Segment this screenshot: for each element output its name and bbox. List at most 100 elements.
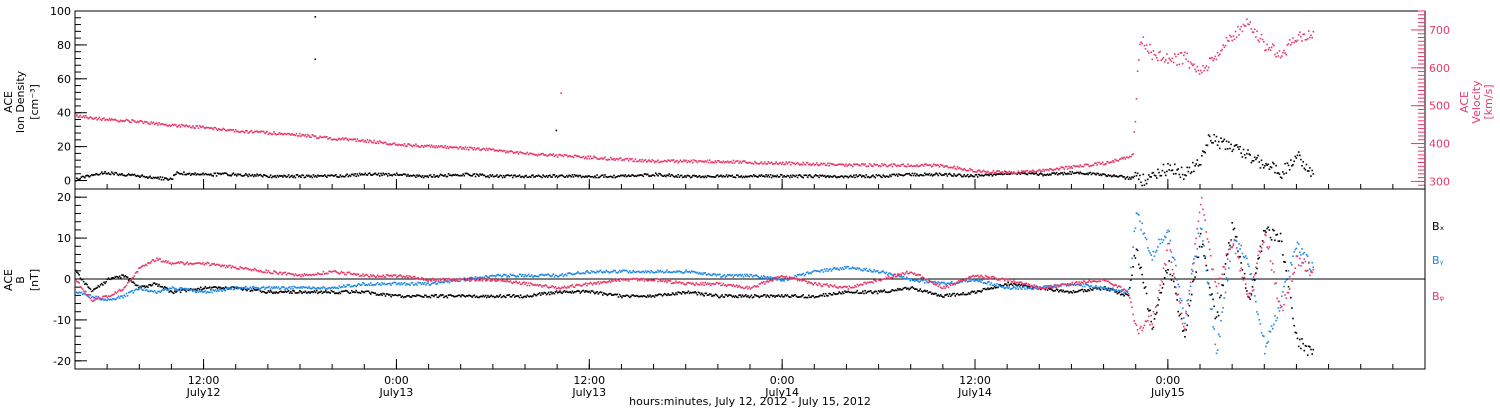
velocity-series-point [1272, 43, 1274, 45]
b-series-bx-point [267, 290, 270, 292]
density-series-point [731, 174, 734, 177]
b-series-by-point [1220, 319, 1222, 322]
velocity-series-point [1228, 40, 1230, 42]
b-series-by-point [390, 284, 392, 286]
b-series-by-point [776, 279, 779, 281]
velocity-series-point [901, 163, 904, 166]
b-series-bx-point [1019, 284, 1022, 287]
b-series-by-point [1185, 310, 1187, 313]
velocity-series-point [1119, 158, 1122, 160]
velocity-series-point [882, 164, 884, 167]
density-series-point [228, 174, 230, 177]
b-series-bz-point [358, 275, 361, 278]
velocity-series-point [1214, 55, 1217, 58]
b-series-bx-point [855, 291, 857, 294]
b-series-bx-point [562, 291, 565, 293]
b-series-by-point [908, 278, 910, 280]
velocity-series-point [581, 156, 584, 159]
velocity-series-point [1206, 69, 1209, 72]
velocity-series-point [1139, 43, 1141, 46]
b-series-by-point [674, 271, 676, 273]
b-series-by-point [421, 282, 424, 284]
b-series-by-point [75, 291, 77, 293]
b-series-bx-point [1277, 240, 1280, 242]
velocity-series-point [895, 165, 898, 168]
b-series-bx-point [803, 296, 806, 299]
b-series-by-point [1172, 257, 1175, 259]
density-series-point [113, 173, 115, 176]
density-series-point [564, 176, 567, 178]
b-series-by-point [197, 291, 200, 293]
b-series-by-point [466, 279, 469, 281]
velocity-series-point [1113, 161, 1115, 163]
b-series-bz-point [428, 278, 431, 281]
velocity-series-point [340, 138, 343, 140]
b-series-by-point [341, 286, 344, 288]
b-series-by-point [1240, 244, 1242, 247]
b-series-bx-point [1199, 232, 1202, 235]
b-series-bz-point [317, 272, 319, 274]
density-series-point [282, 176, 284, 178]
b-series-by-point [754, 274, 756, 277]
density-series-point [480, 174, 482, 176]
b-series-by-point [1194, 255, 1196, 258]
b-series-by-point [844, 265, 846, 268]
density-series-point [293, 175, 295, 177]
density-series-point [743, 176, 746, 179]
density-series-point [674, 176, 676, 178]
b-series-bx-point [395, 294, 398, 297]
b-series-by-point [572, 273, 575, 275]
velocity-series-point [1023, 170, 1025, 172]
b-series-by-point [1224, 291, 1227, 294]
b-series-by-point [1195, 255, 1197, 258]
density-series-point [900, 174, 902, 176]
velocity-series-point [1237, 25, 1239, 28]
density-series-point [770, 176, 773, 179]
velocity-series-point [680, 160, 683, 163]
b-series-bz-point [149, 262, 151, 265]
velocity-series-point [164, 124, 166, 126]
density-series-point [410, 175, 413, 177]
b-series-bz-point [167, 260, 169, 263]
b-series-by-point [1151, 259, 1154, 261]
b-series-by-point [713, 273, 716, 275]
velocity-series-point [1161, 58, 1164, 60]
density-series-point [1178, 173, 1181, 176]
b-series-by-point [912, 279, 915, 281]
velocity-series-point [1244, 25, 1247, 27]
b-series-bz-point [415, 277, 417, 280]
velocity-series-point [738, 162, 740, 164]
b-series-bx-point [1028, 285, 1031, 288]
density-series-point [460, 174, 462, 177]
b-series-bx-point [1295, 332, 1298, 334]
b-series-by-point [906, 276, 908, 279]
density-series-point [409, 174, 411, 177]
velocity-series-point [1123, 156, 1125, 159]
velocity-series-point [942, 164, 944, 167]
velocity-series-point [792, 162, 794, 164]
density-series-point [634, 175, 637, 177]
b-series-by-point [624, 269, 627, 272]
density-series-point [1082, 173, 1085, 175]
b-series-by-point [203, 290, 205, 293]
b-series-bx-point [1281, 240, 1283, 243]
b-series-bz-point [514, 281, 516, 284]
b-series-by-point [1042, 286, 1044, 289]
density-series-point [1031, 172, 1033, 175]
density-series-point [790, 174, 792, 177]
b-series-by-point [221, 290, 223, 292]
b-series-bz-point [496, 280, 498, 282]
velocity-series-point [1089, 165, 1092, 167]
velocity-series-point [596, 157, 598, 160]
b-series-by-point [1133, 230, 1136, 233]
b-series-by-point [1002, 286, 1005, 289]
b-series-by-point [224, 289, 227, 292]
density-series-point [541, 176, 543, 179]
b-series-bz-point [242, 268, 245, 270]
density-series-point [799, 174, 801, 176]
b-series-bx-point [1189, 299, 1192, 302]
density-series-point [818, 176, 820, 179]
b-series-by-point [316, 287, 318, 290]
velocity-series-point [354, 138, 356, 140]
b-series-by-point [210, 289, 212, 291]
